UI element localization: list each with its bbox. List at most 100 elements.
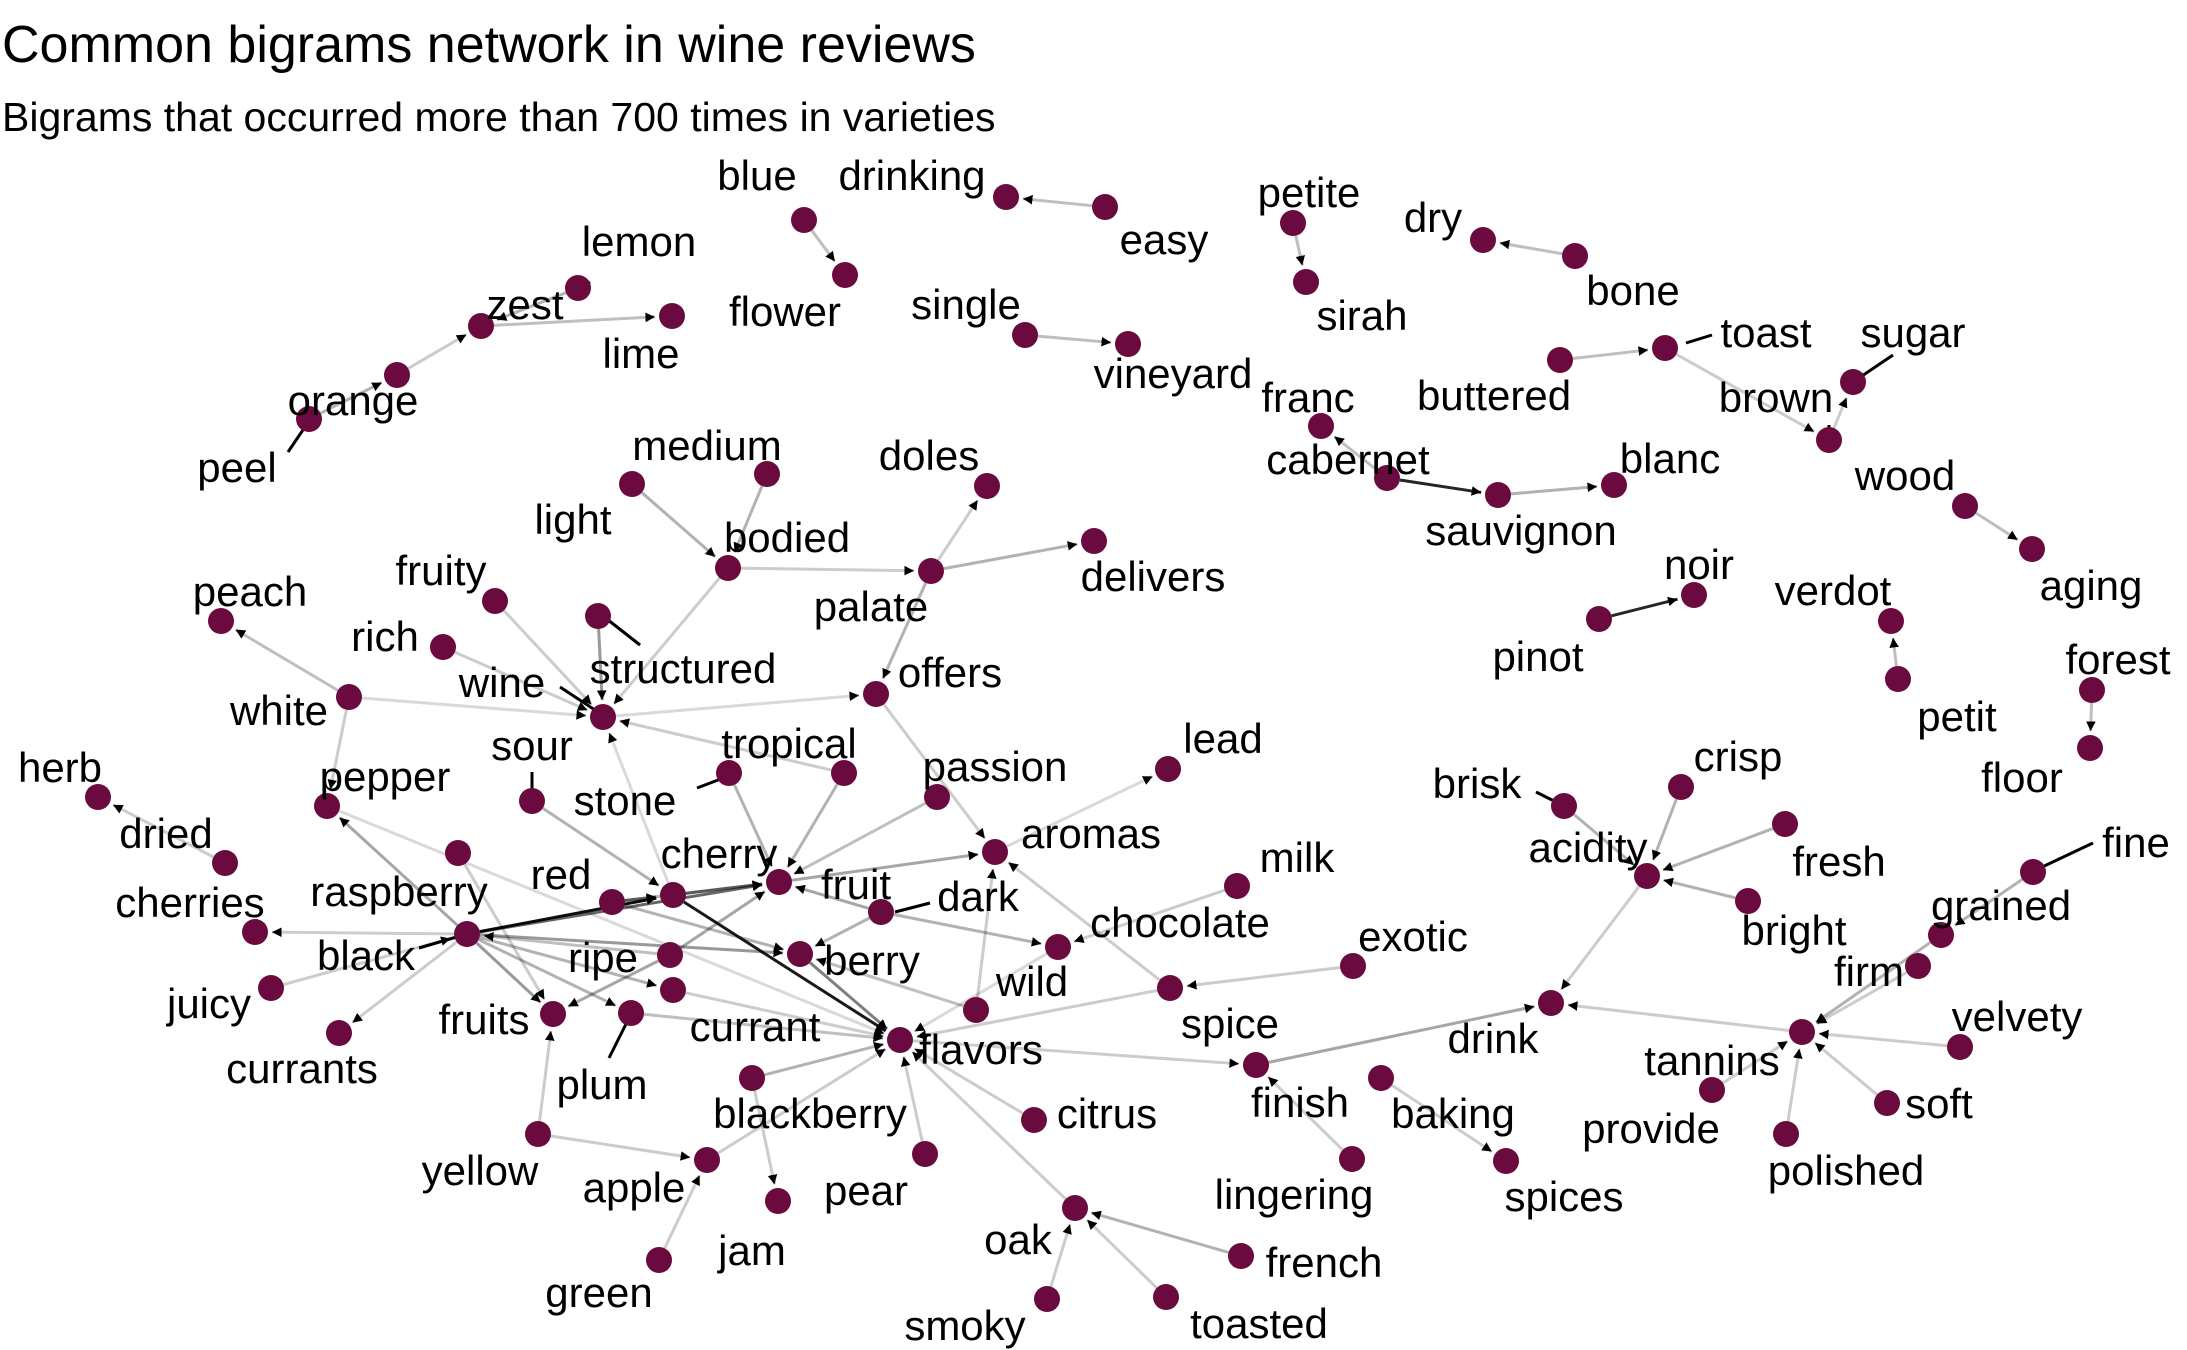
node-light: [619, 471, 645, 497]
node-label-apple: apple: [583, 1164, 686, 1211]
node-polished: [1773, 1121, 1799, 1147]
node-label-flavors: flavors: [919, 1026, 1043, 1073]
node-toasted: [1153, 1284, 1179, 1310]
node-label-pear: pear: [824, 1167, 908, 1214]
edge-lemon-zest: [496, 291, 567, 322]
edge-petit-verdot: [1889, 637, 1899, 667]
node-label-petite: petite: [1258, 169, 1361, 216]
edge-passion-fruit: [793, 801, 927, 876]
node-fresh: [1772, 811, 1798, 837]
node-fine: [2020, 859, 2046, 885]
node-medium: [754, 461, 780, 487]
edge-white-pepper: [327, 709, 348, 790]
node-label-drink: drink: [1447, 1015, 1539, 1062]
node-apple: [694, 1147, 720, 1173]
node-label-fine: fine: [2102, 819, 2170, 866]
node-ripe: [657, 942, 683, 968]
edge-lingering-finish: [1267, 1075, 1344, 1151]
node-petit: [1885, 666, 1911, 692]
edge-smoky-oak: [1049, 1223, 1072, 1288]
node-sugar: [1840, 369, 1866, 395]
node-label-toast: toast: [1720, 309, 1811, 356]
edge-chocolate-flavors: [913, 952, 1048, 1033]
edge-forest-floor: [2086, 702, 2096, 732]
node-label-crisp: crisp: [1694, 733, 1783, 780]
node-wine: [590, 704, 616, 730]
edge-black-currants: [351, 940, 458, 1024]
node-label-noir: noir: [1664, 541, 1734, 588]
node-label-yellow: yellow: [422, 1147, 539, 1194]
edge-cabernet-franc: [1333, 435, 1378, 472]
edge-buttered-toast: [1572, 346, 1649, 361]
node-label-polished: polished: [1768, 1147, 1924, 1194]
node-drink: [1538, 990, 1564, 1016]
node-dried: [212, 850, 238, 876]
edge-aromas-lead: [1006, 775, 1154, 848]
node-label-zest: zest: [486, 281, 563, 328]
node-cherries: [242, 919, 268, 945]
node-label-spices: spices: [1504, 1173, 1623, 1220]
edge-toast-brown: [1675, 353, 1815, 433]
edge-firm-tannins: [1816, 971, 1908, 1025]
node-label-blue: blue: [717, 152, 796, 199]
node-label-velvety: velvety: [1952, 993, 2083, 1040]
node-label-cabernet: cabernet: [1266, 436, 1430, 483]
node-label-orange: orange: [288, 377, 419, 424]
edge-sauvignon-blanc: [1510, 482, 1598, 496]
node-palate: [918, 558, 944, 584]
node-forest: [2079, 677, 2105, 703]
edge-structured-wine: [596, 628, 607, 701]
node-label-aromas: aromas: [1021, 810, 1161, 857]
node-label-french: french: [1266, 1239, 1383, 1286]
node-passion: [924, 784, 950, 810]
node-fruits: [540, 1001, 566, 1027]
node-label-sirah: sirah: [1316, 292, 1407, 339]
node-cabernet: [1374, 465, 1400, 491]
node-herb: [85, 784, 111, 810]
node-milk: [1224, 873, 1250, 899]
edge-finish-drink: [1268, 1003, 1535, 1064]
edge-black-berry: [479, 933, 784, 958]
node-label-finish: finish: [1251, 1079, 1349, 1126]
node-floor: [2077, 735, 2103, 761]
edge-pear-flavors: [901, 1056, 924, 1142]
node-label-buttered: buttered: [1417, 372, 1571, 419]
edge-red-berry: [624, 904, 785, 952]
edge-fine-grained: [1954, 878, 2024, 927]
edge-stone-fruit: [786, 783, 839, 869]
node-label-milk: milk: [1260, 834, 1336, 881]
edge-bodied-palate: [740, 565, 915, 576]
node-label-dried: dried: [119, 810, 212, 857]
node-label-raspberry: raspberry: [310, 868, 487, 915]
node-label-baking: baking: [1391, 1090, 1515, 1137]
node-finish: [1243, 1052, 1269, 1078]
node-fruit: [766, 869, 792, 895]
edge-red-fruit: [624, 880, 763, 902]
node-lead: [1155, 756, 1181, 782]
node-label-light: light: [534, 496, 611, 543]
node-label-blanc: blanc: [1620, 435, 1720, 482]
node-label-tropical: tropical: [721, 720, 856, 767]
leader-line-fine: [2039, 841, 2094, 870]
edge-easy-drinking: [1022, 194, 1093, 208]
edge-black-currant: [479, 935, 657, 988]
edge-citrus-flavors: [913, 1047, 1024, 1115]
edge-wild-berry: [815, 957, 965, 1008]
node-label-sour: sour: [491, 722, 573, 769]
node-flavors: [887, 1027, 913, 1053]
node-lingering: [1339, 1146, 1365, 1172]
node-label-chocolate: chocolate: [1090, 899, 1270, 946]
node-label-franc: franc: [1261, 374, 1354, 421]
node-drinking: [993, 184, 1019, 210]
node-single: [1012, 322, 1038, 348]
edge-baking-spices: [1391, 1083, 1493, 1153]
edge-pinot-noir: [1611, 596, 1678, 618]
node-label-juicy: juicy: [165, 980, 251, 1027]
node-blue: [791, 207, 817, 233]
node-label-exotic: exotic: [1358, 913, 1468, 960]
edge-dried-herb: [112, 803, 215, 859]
edge-black-plum: [478, 938, 617, 1007]
node-label-dark: dark: [937, 873, 1020, 920]
edge-plum-flavors: [643, 1012, 884, 1043]
